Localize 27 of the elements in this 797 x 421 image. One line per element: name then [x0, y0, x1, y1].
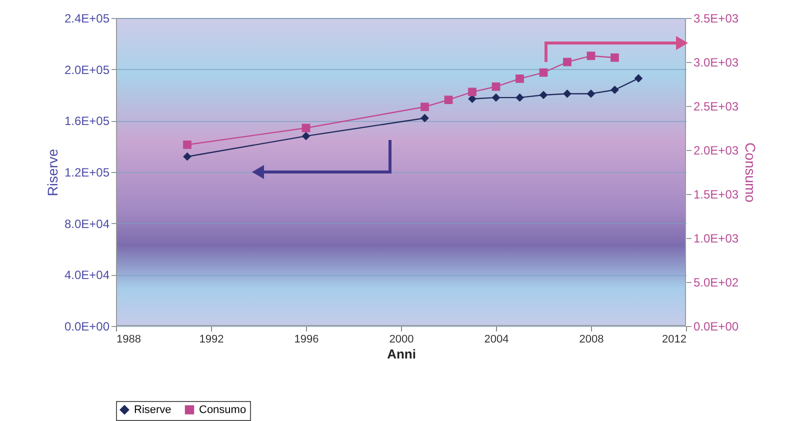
y-tick-label: 0.0E+00 — [64, 320, 110, 334]
y-tick-label: 2.4E+05 — [64, 12, 110, 26]
y2-tick-label: 2.0E+03 — [694, 144, 739, 158]
legend-label: Riserve — [134, 404, 172, 416]
x-tick-label: 2000 — [389, 334, 414, 346]
y-tick-label: 1.2E+05 — [64, 166, 110, 180]
x-tick-label: 2008 — [579, 334, 604, 346]
y2-tick-label: 2.5E+03 — [694, 100, 739, 114]
x-tick-label: 1996 — [294, 334, 319, 346]
y2-tick-label: 3.0E+03 — [694, 56, 739, 70]
x-tick-label: 1988 — [116, 334, 141, 346]
y2-tick-label: 0.0E+00 — [694, 320, 739, 334]
y-axis-title: Riserve — [44, 148, 60, 196]
x-tick-label: 1992 — [199, 334, 224, 346]
y-tick-label: 4.0E+04 — [64, 268, 110, 282]
y2-tick-label: 3.5E+03 — [694, 12, 739, 26]
y-tick-label: 1.6E+05 — [64, 114, 110, 128]
y2-tick-label: 1.5E+03 — [694, 188, 739, 202]
y2-tick-label: 5.0E+02 — [694, 276, 739, 290]
y-tick-label: 2.0E+05 — [64, 62, 110, 77]
x-tick-label: 2012 — [662, 334, 686, 346]
y2-axis-title: Consumo — [742, 142, 759, 203]
x-axis-title: Anni — [387, 346, 416, 362]
x-tick-label: 2004 — [484, 334, 509, 346]
y-tick-label: 8.0E+04 — [64, 216, 110, 231]
legend-label: Consumo — [199, 404, 246, 416]
y2-tick-label: 1.0E+03 — [694, 232, 739, 246]
